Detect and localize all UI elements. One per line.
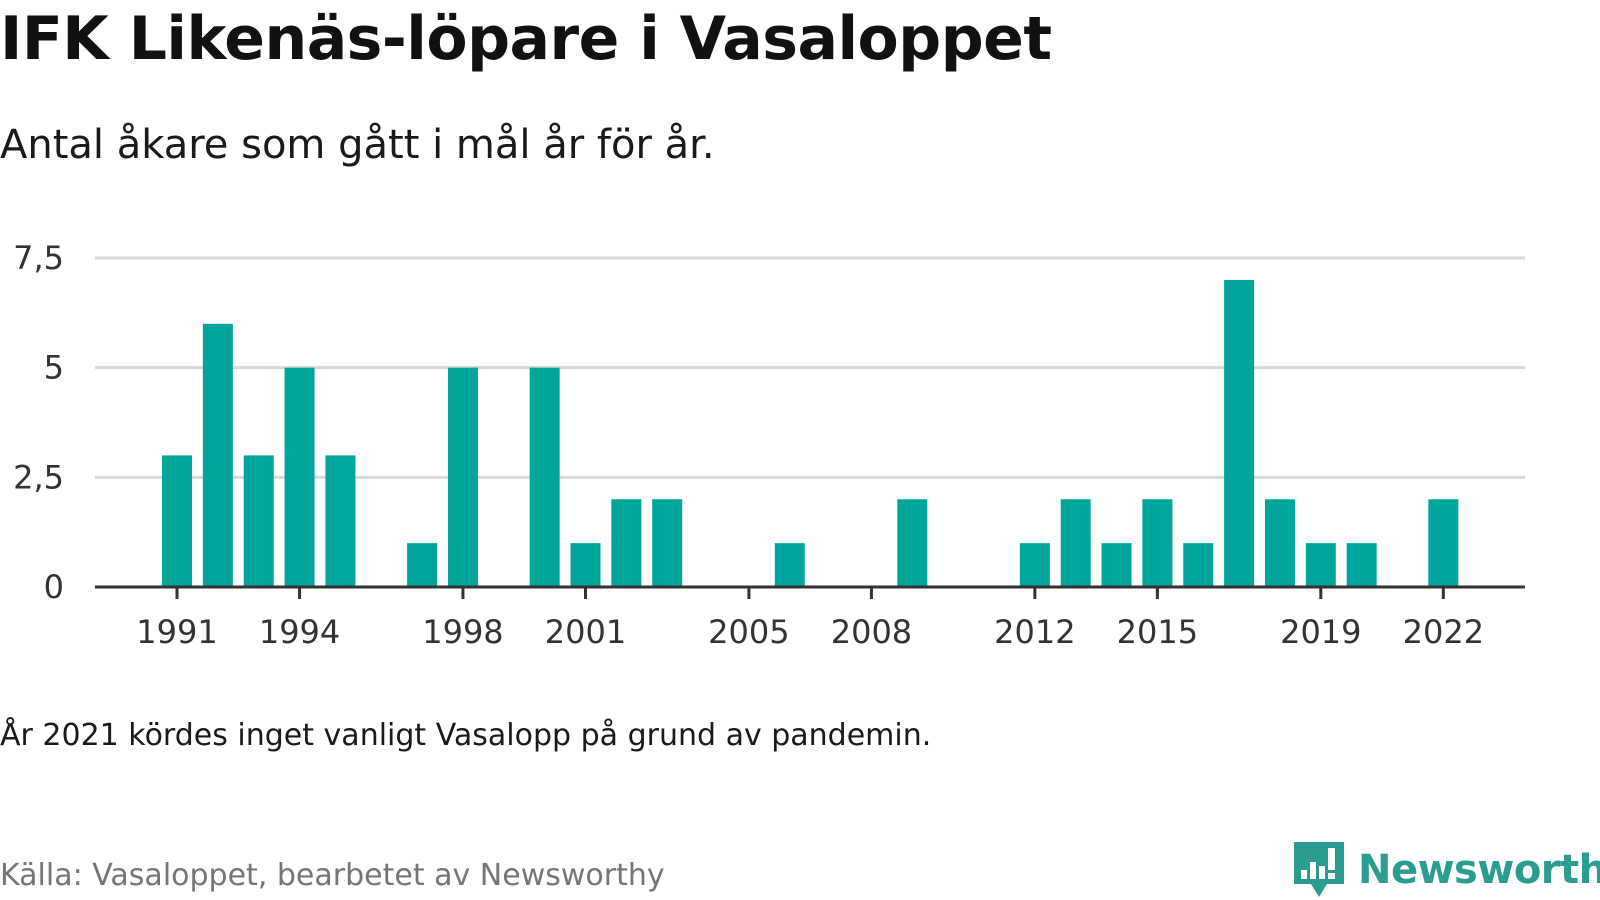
brand-name: Newsworthy <box>1358 847 1600 893</box>
bar-1991 <box>162 455 192 587</box>
x-tick-label: 2015 <box>1117 613 1198 651</box>
bar-2000 <box>529 367 560 587</box>
bar-2015 <box>1142 499 1173 587</box>
bar-2002 <box>611 499 642 587</box>
bar-1997 <box>407 543 438 587</box>
x-tick-label: 2012 <box>994 613 1075 651</box>
x-axis <box>95 585 1525 599</box>
x-axis-labels: 1991 1994 1998 2001 2005 2008 2012 2015 2019 2022 <box>136 613 1484 651</box>
bar-chart: 0 2,5 5 7,5 1991 1994 1998 2001 2005 2008 2012 201… <box>13 239 1525 651</box>
x-tick-label: 2019 <box>1280 613 1361 651</box>
x-tick-label: 1994 <box>259 613 340 651</box>
y-tick-label: 7,5 <box>13 239 64 277</box>
bar-2020 <box>1346 543 1377 587</box>
bar-1992 <box>202 323 233 587</box>
bar-1993 <box>243 455 274 587</box>
y-tick-label: 5 <box>44 349 64 387</box>
y-tick-label: 2,5 <box>13 458 64 496</box>
x-tick-label: 1991 <box>136 613 217 651</box>
source-credit: Källa: Vasaloppet, bearbetet av Newswort… <box>0 858 665 893</box>
x-tick-label: 2005 <box>708 613 789 651</box>
bar-2022 <box>1428 499 1459 587</box>
bar-2006 <box>774 543 805 587</box>
bar-1994 <box>284 367 315 587</box>
bar-2012 <box>1019 543 1050 587</box>
bar-2009 <box>897 499 928 587</box>
brand-logo: Newsworthy <box>1294 842 1600 898</box>
bar-2013 <box>1060 499 1091 587</box>
x-tick-label: 2008 <box>831 613 912 651</box>
x-tick-label: 2001 <box>545 613 626 651</box>
x-tick-label: 2022 <box>1403 613 1484 651</box>
bar-2017 <box>1224 279 1255 587</box>
bar-2019 <box>1305 543 1336 587</box>
bar-1995 <box>325 455 356 587</box>
bar-2016 <box>1183 543 1214 587</box>
bar-2018 <box>1264 499 1295 587</box>
bar-chart-speech-bubble-icon <box>1294 842 1344 897</box>
chart-title: IFK Likenäs-löpare i Vasaloppet <box>0 4 1052 74</box>
bars <box>162 279 1459 587</box>
chart-subtitle: Antal åkare som gått i mål år för år. <box>0 122 715 168</box>
footnote: År 2021 kördes inget vanligt Vasalopp på… <box>0 718 932 753</box>
x-tick-label: 1998 <box>422 613 503 651</box>
bar-2001 <box>570 543 601 587</box>
bar-1998 <box>447 367 478 587</box>
bar-2014 <box>1101 543 1132 587</box>
bar-2003 <box>652 499 683 587</box>
y-tick-label: 0 <box>44 568 64 606</box>
y-axis-labels: 0 2,5 5 7,5 <box>13 239 64 606</box>
